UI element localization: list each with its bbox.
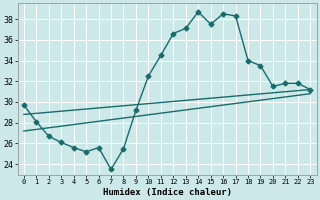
X-axis label: Humidex (Indice chaleur): Humidex (Indice chaleur) [103,188,232,197]
